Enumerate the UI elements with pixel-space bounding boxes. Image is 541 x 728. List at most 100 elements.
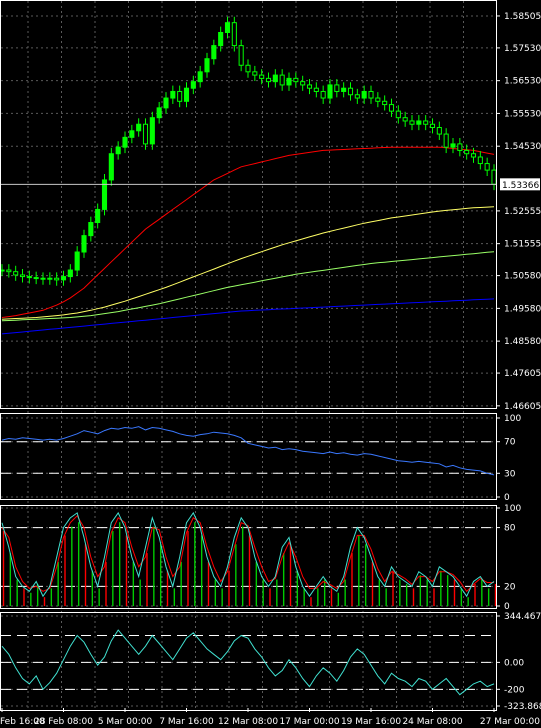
candle-body xyxy=(402,117,408,122)
cci-panel-border xyxy=(0,612,497,711)
candle-body xyxy=(436,127,442,135)
candle-body xyxy=(13,271,19,276)
candle-body xyxy=(361,90,367,99)
ma_red-line xyxy=(1,146,495,318)
ma_yellow-line xyxy=(1,206,495,320)
cci-axis-tick-label: 344.4674 xyxy=(504,612,541,622)
panel-borders xyxy=(0,0,497,711)
candle-body xyxy=(170,90,176,99)
candle-body xyxy=(95,208,101,224)
candle-body xyxy=(149,117,155,145)
candle-body xyxy=(286,77,292,86)
stochastic-axis-tick-label: 100 xyxy=(504,504,521,514)
stochastic-panel-border xyxy=(0,505,497,609)
candle-body xyxy=(334,84,340,92)
candle-body xyxy=(88,222,94,237)
main-axis-tick-label: 1.46605 xyxy=(504,402,541,412)
candle-body xyxy=(183,87,190,102)
candle-body xyxy=(313,87,319,92)
candle-body xyxy=(0,269,5,272)
candle-body xyxy=(457,143,463,151)
candle-body xyxy=(108,153,114,181)
candle-body xyxy=(341,87,347,92)
candle-body xyxy=(272,74,278,83)
time-axis-label: 24 Mar 08:00 xyxy=(402,717,462,727)
candle-body xyxy=(60,276,67,281)
rsi-axis-tick-label: 70 xyxy=(504,438,516,448)
candle-body xyxy=(245,64,251,73)
candle-body xyxy=(470,153,477,158)
candle-body xyxy=(429,123,436,129)
rsi-axis-tick-label: 0 xyxy=(504,493,510,503)
candle-body xyxy=(6,269,12,273)
stochastic-axis-tick-label: 20 xyxy=(504,582,516,592)
candle-body xyxy=(409,120,415,125)
candle-body xyxy=(238,45,244,66)
candle-body xyxy=(190,81,196,89)
candle-body xyxy=(388,104,395,112)
candle-body xyxy=(33,277,39,280)
candle-body xyxy=(382,100,388,106)
candle-body xyxy=(320,90,326,99)
main-axis-tick-label: 1.48580 xyxy=(504,337,541,347)
current-price-box xyxy=(500,178,540,191)
candle-body xyxy=(416,120,422,125)
time-axis-label: 7 Mar 16:00 xyxy=(159,717,214,727)
ma_green-line xyxy=(1,251,495,322)
candle-body xyxy=(491,169,497,185)
candle-body xyxy=(279,74,285,86)
candle-body xyxy=(47,277,53,280)
stochastic-axis-tick-label: 0 xyxy=(504,602,510,612)
candle-body xyxy=(477,156,483,165)
grid-layer xyxy=(1,1,496,708)
candle-body xyxy=(368,90,374,99)
candle-body xyxy=(136,123,142,132)
candle-body xyxy=(26,276,32,279)
candle-body xyxy=(74,251,80,271)
candle-body xyxy=(54,277,60,281)
candle-body xyxy=(450,143,456,148)
time-axis-label: 19 Mar 16:00 xyxy=(341,717,401,727)
rsi-axis-tick-label: 100 xyxy=(504,414,521,424)
candle-body xyxy=(375,97,381,102)
candle-body xyxy=(293,77,299,83)
current-price-label: 1.53366 xyxy=(502,181,539,191)
candle-body xyxy=(211,45,217,60)
candle-body xyxy=(224,22,231,34)
candle-body xyxy=(252,71,258,76)
rsi-line xyxy=(1,426,495,476)
main-axis-tick-label: 1.51555 xyxy=(504,240,541,250)
candle-body xyxy=(306,84,313,89)
candle-body xyxy=(464,149,470,155)
candle-body xyxy=(197,71,203,83)
time-axis-label: 27 Mar 00:00 xyxy=(480,717,540,727)
candle-body xyxy=(122,136,128,148)
main-axis-tick-label: 1.55530 xyxy=(504,109,541,119)
time-axis-label: 5 Mar 00:00 xyxy=(98,717,153,727)
candle-body xyxy=(423,120,429,125)
candle-body xyxy=(231,22,237,47)
series-layer xyxy=(0,16,497,696)
stochastic-main-line xyxy=(1,511,495,598)
candle-body xyxy=(129,130,135,138)
main-axis-tick-label: 1.56530 xyxy=(504,77,541,87)
main-axis-tick-label: 1.52555 xyxy=(504,207,541,217)
candle-body xyxy=(395,110,401,119)
candle-body xyxy=(484,163,490,171)
candle-body xyxy=(354,94,360,99)
candle-body xyxy=(443,133,449,148)
candle-body xyxy=(218,32,224,47)
stochastic-signal-line xyxy=(1,514,494,593)
cci-axis-tick-label: -200 xyxy=(504,685,525,695)
candle-body xyxy=(115,146,121,155)
main-axis-tick-label: 1.54530 xyxy=(504,142,541,152)
time-axis-label: Feb 16:00 xyxy=(0,717,45,727)
main-axis-tick-label: 1.47605 xyxy=(504,369,541,379)
main-axis-tick-label: 1.58505 xyxy=(504,12,541,22)
candle-body xyxy=(40,277,46,280)
candle-body xyxy=(300,81,306,86)
candle-body xyxy=(142,123,149,145)
main-axis-tick-label: 1.50580 xyxy=(504,272,541,282)
